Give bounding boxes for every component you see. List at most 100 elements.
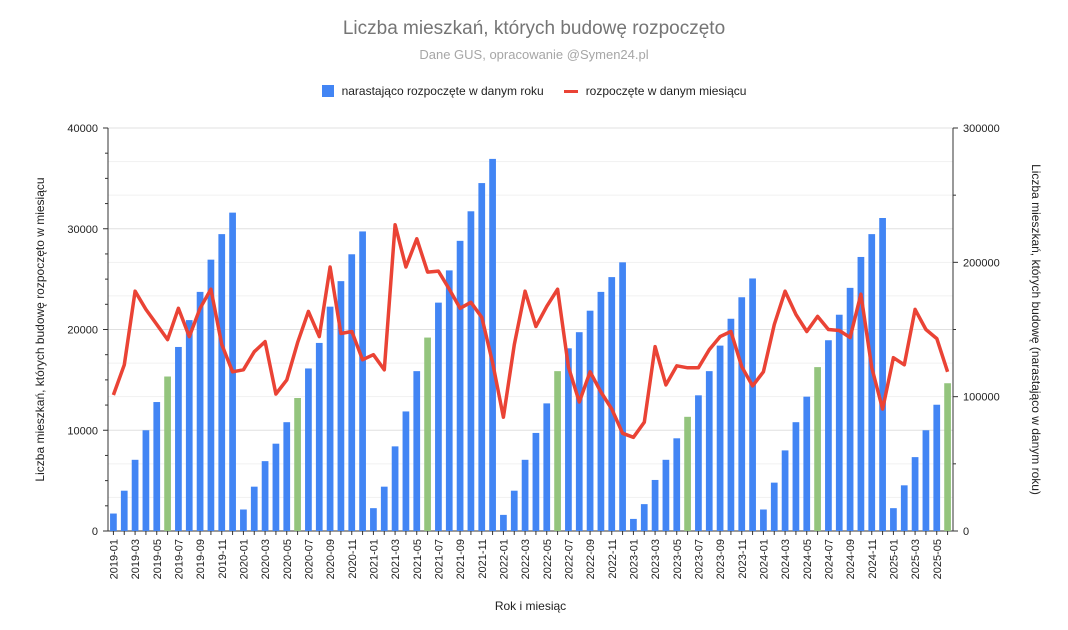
- x-tick-label: 2021-07: [433, 539, 445, 579]
- bar: [900, 485, 908, 531]
- x-tick-label: 2024-03: [780, 539, 792, 579]
- x-tick-label: 2023-07: [693, 539, 705, 579]
- x-axis-title: Rok i miesiąc: [495, 599, 566, 613]
- bar: [380, 486, 388, 531]
- bar: [131, 459, 139, 531]
- bar: [640, 504, 648, 531]
- right-tick-label: 100000: [963, 392, 1000, 404]
- right-tick-label: 300000: [963, 123, 1000, 135]
- bar: [879, 218, 886, 531]
- bar: [489, 158, 496, 531]
- bar: [272, 443, 280, 531]
- x-tick-label: 2021-09: [455, 539, 467, 579]
- bar: [695, 395, 702, 531]
- x-tick-label: 2022-07: [563, 539, 575, 579]
- bar: [294, 398, 301, 531]
- bar: [240, 509, 247, 531]
- legend-label-cumulative: narastająco rozpoczęte w danym roku: [341, 84, 544, 98]
- bar: [716, 345, 724, 531]
- bar: [868, 234, 876, 531]
- bar: [402, 411, 410, 531]
- left-tick-label: 30000: [67, 224, 98, 236]
- bar: [792, 422, 800, 531]
- legend-line-swatch: [563, 89, 578, 93]
- legend-label-monthly: rozpoczęte w danym miesiącu: [585, 84, 747, 98]
- y-left-axis-title: Liczba mieszkań, których budowę rozpoczę…: [33, 177, 47, 481]
- bar: [283, 422, 291, 531]
- bar: [835, 314, 843, 531]
- bar: [521, 459, 529, 531]
- bar: [250, 486, 258, 531]
- bar: [120, 490, 128, 531]
- bar: [727, 318, 735, 531]
- bar: [207, 259, 215, 531]
- bar: [153, 402, 161, 531]
- chart-title: Liczba mieszkań, których budowę rozpoczę…: [342, 18, 726, 39]
- x-tick-label: 2022-11: [607, 539, 619, 579]
- x-tick-label: 2023-03: [650, 539, 662, 579]
- x-tick-label: 2024-01: [758, 539, 770, 579]
- bar: [435, 302, 442, 531]
- bar: [164, 376, 171, 531]
- bar: [803, 396, 811, 531]
- bar: [922, 430, 930, 531]
- x-tick-label: 2019-03: [130, 539, 142, 579]
- bar: [413, 371, 421, 531]
- chart-subtitle: Dane GUS, opracowanie @Symen24.pl: [419, 47, 649, 62]
- x-tick-label: 2019-07: [173, 539, 185, 579]
- x-tick-label: 2024-07: [823, 539, 835, 579]
- x-tick-label: 2024-09: [845, 539, 857, 579]
- x-tick-label: 2025-03: [910, 539, 922, 579]
- bar: [619, 262, 626, 531]
- x-tick-label: 2019-05: [152, 539, 164, 579]
- left-tick-label: 20000: [67, 325, 98, 337]
- bar: [467, 211, 475, 531]
- x-tick-label: 2022-01: [498, 539, 510, 579]
- left-tick-label: 40000: [67, 123, 98, 135]
- bar: [651, 479, 659, 531]
- bar: [110, 513, 117, 531]
- bar: [630, 518, 637, 531]
- left-tick-label: 0: [92, 526, 98, 538]
- right-tick-label: 200000: [963, 257, 1000, 269]
- bar: [196, 291, 204, 531]
- bar: [445, 270, 453, 531]
- y-right-axis-title: Liczba mieszkań, których budowę (narasta…: [1029, 164, 1043, 495]
- bar: [749, 278, 756, 531]
- bar: [478, 183, 486, 531]
- bar: [814, 367, 821, 531]
- x-tick-label: 2020-11: [347, 539, 359, 579]
- bar: [554, 371, 561, 531]
- bar: [500, 514, 507, 531]
- bar: [911, 457, 919, 531]
- bar: [391, 446, 399, 531]
- legend-item-cumulative[interactable]: narastająco rozpoczęte w danym roku: [321, 84, 544, 98]
- bar: [510, 490, 518, 531]
- bar: [760, 509, 767, 531]
- bar: [857, 256, 865, 531]
- right-tick-label: 0: [963, 526, 969, 538]
- bar: [348, 254, 356, 532]
- bar: [933, 404, 941, 531]
- x-tick-label: 2022-03: [520, 539, 532, 579]
- x-tick-label: 2021-01: [368, 539, 380, 579]
- x-tick-label: 2023-11: [737, 539, 749, 579]
- monthly-line: [111, 222, 950, 440]
- bar: [370, 508, 377, 531]
- bar: [359, 231, 366, 532]
- bar: [825, 340, 832, 531]
- x-tick-label: 2019-09: [195, 539, 207, 579]
- legend: narastająco rozpoczęte w danym roku rozp…: [0, 84, 1068, 98]
- x-tick-label: 2020-03: [260, 539, 272, 579]
- bar: [565, 348, 572, 531]
- bar: [456, 240, 464, 531]
- bar: [326, 306, 334, 531]
- bar: [608, 277, 616, 531]
- legend-item-monthly[interactable]: rozpoczęte w danym miesiącu: [563, 84, 747, 98]
- x-tick-label: 2023-05: [672, 539, 684, 579]
- bar: [175, 346, 182, 531]
- x-tick-label: 2020-09: [325, 539, 337, 579]
- x-tick-label: 2024-05: [802, 539, 814, 579]
- bar: [543, 403, 551, 531]
